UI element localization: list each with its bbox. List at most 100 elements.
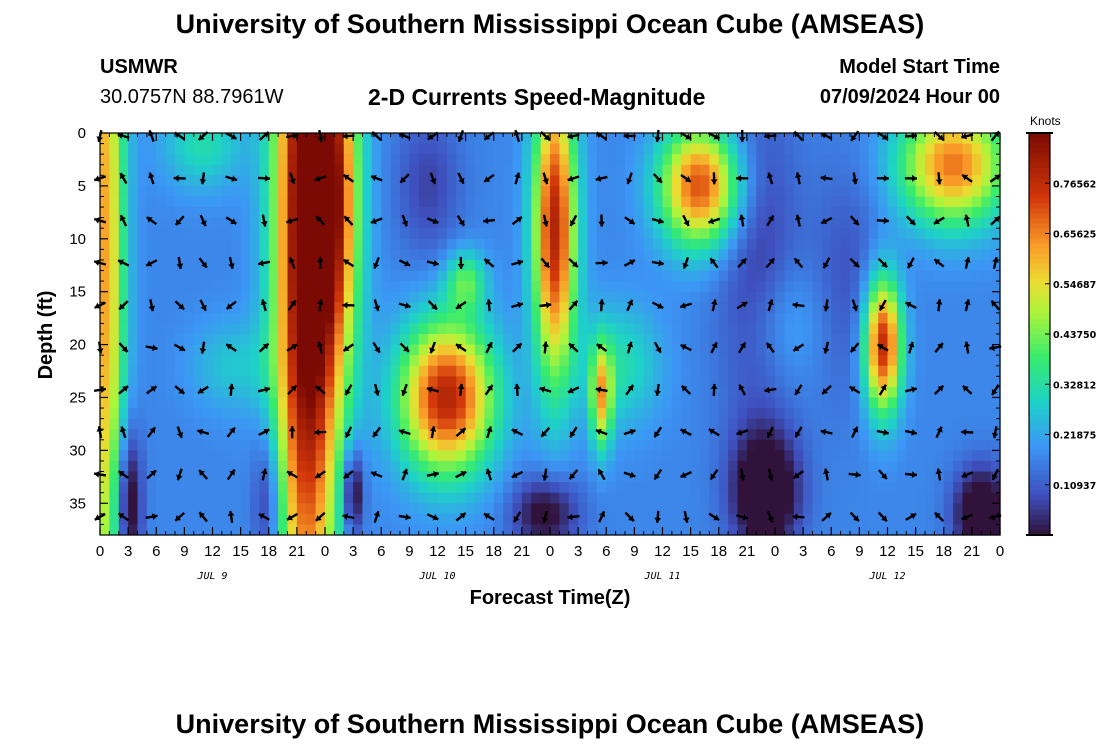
speed-cell — [943, 418, 954, 430]
speed-cell — [306, 355, 317, 367]
speed-cell — [578, 386, 589, 399]
speed-cell — [456, 344, 467, 356]
speed-cell — [662, 450, 673, 462]
speed-cell — [765, 460, 776, 473]
current-arrow — [823, 468, 830, 481]
speed-cell — [193, 312, 204, 325]
speed-cell — [821, 185, 832, 198]
y-tick-label: 30 — [69, 442, 86, 459]
speed-cell — [765, 450, 776, 462]
speed-cell — [587, 143, 598, 155]
speed-cell — [362, 524, 373, 536]
speed-cell — [156, 334, 167, 346]
speed-cell — [100, 418, 110, 430]
speed-cell — [212, 207, 223, 219]
speed-cell — [400, 249, 410, 261]
speed-cell — [400, 291, 410, 303]
speed-cell — [690, 164, 701, 176]
current-arrow — [426, 217, 439, 225]
speed-cell — [990, 492, 1001, 504]
speed-cell — [428, 439, 439, 451]
speed-cell — [109, 344, 120, 356]
arrow-head — [855, 471, 861, 478]
speed-cell — [887, 175, 898, 187]
speed-cell — [259, 249, 270, 261]
speed-cell — [840, 259, 851, 272]
speed-cell — [137, 503, 148, 515]
speed-cell — [671, 185, 682, 198]
speed-cell — [878, 164, 889, 176]
speed-cell — [465, 439, 476, 451]
speed-cell — [718, 185, 729, 198]
speed-cell — [812, 492, 823, 504]
speed-cell — [343, 238, 354, 250]
speed-cell — [812, 408, 823, 420]
speed-cell — [156, 397, 167, 409]
speed-cell — [531, 133, 542, 145]
speed-cell — [550, 217, 560, 229]
speed-cell — [587, 133, 598, 145]
speed-cell — [343, 418, 354, 430]
speed-cell — [315, 418, 326, 430]
current-arrow — [710, 172, 718, 185]
speed-cell — [353, 418, 364, 430]
speed-cell — [146, 196, 157, 208]
speed-cell — [315, 450, 326, 462]
x-tick-label: 0 — [96, 543, 104, 560]
speed-cell — [681, 185, 692, 198]
current-arrow — [539, 301, 552, 309]
arrow-head — [517, 301, 523, 309]
current-arrow — [680, 343, 692, 352]
speed-cell — [765, 482, 776, 494]
speed-cell — [709, 207, 720, 219]
speed-cell — [175, 365, 185, 377]
speed-cell — [971, 270, 982, 282]
speed-cell — [531, 376, 542, 388]
speed-cell — [746, 355, 757, 367]
speed-cell — [456, 513, 467, 526]
current-arrow — [906, 257, 915, 269]
speed-cell — [812, 482, 823, 494]
speed-cell — [315, 503, 326, 515]
speed-cell — [512, 524, 523, 536]
speed-cell — [437, 270, 448, 282]
axes: 0 3 6 9 12 15 18 21 0 3 6 9 12 15 18 21 0 3 6 9 12 15 18 21 0 3 6 9… — [69, 125, 1004, 582]
speed-cell — [371, 164, 382, 176]
speed-cell — [212, 397, 223, 409]
speed-cell — [953, 196, 964, 208]
speed-cell — [137, 196, 148, 208]
speed-cell — [859, 323, 870, 335]
speed-cell — [465, 471, 476, 483]
speed-cell — [240, 429, 251, 441]
speed-cell — [296, 154, 307, 166]
speed-cell — [503, 376, 514, 388]
speed-cell — [934, 482, 945, 494]
speed-cell — [559, 418, 570, 430]
speed-cell — [512, 492, 523, 504]
speed-cell — [446, 291, 457, 303]
speed-cell — [475, 386, 485, 399]
speed-cell — [315, 291, 326, 303]
speed-cell — [803, 439, 814, 451]
current-arrow — [514, 172, 521, 185]
speed-cell — [493, 270, 504, 282]
speed-cell — [165, 185, 176, 198]
speed-cell — [700, 408, 710, 420]
speed-cell — [146, 291, 157, 303]
speed-cell — [325, 238, 335, 250]
current-arrow — [935, 172, 943, 185]
speed-cell — [512, 450, 523, 462]
speed-cell — [634, 418, 645, 430]
speed-cell — [418, 281, 429, 293]
speed-cell — [212, 291, 223, 303]
arrow-head — [146, 217, 153, 223]
speed-cell — [118, 312, 129, 325]
speed-cell — [250, 524, 260, 536]
speed-cell — [100, 386, 110, 399]
speed-cell — [109, 365, 120, 377]
speed-cell — [259, 386, 270, 399]
speed-cell — [334, 429, 345, 441]
speed-cell — [521, 291, 532, 303]
speed-cell — [634, 439, 645, 451]
speed-cell — [250, 460, 260, 473]
